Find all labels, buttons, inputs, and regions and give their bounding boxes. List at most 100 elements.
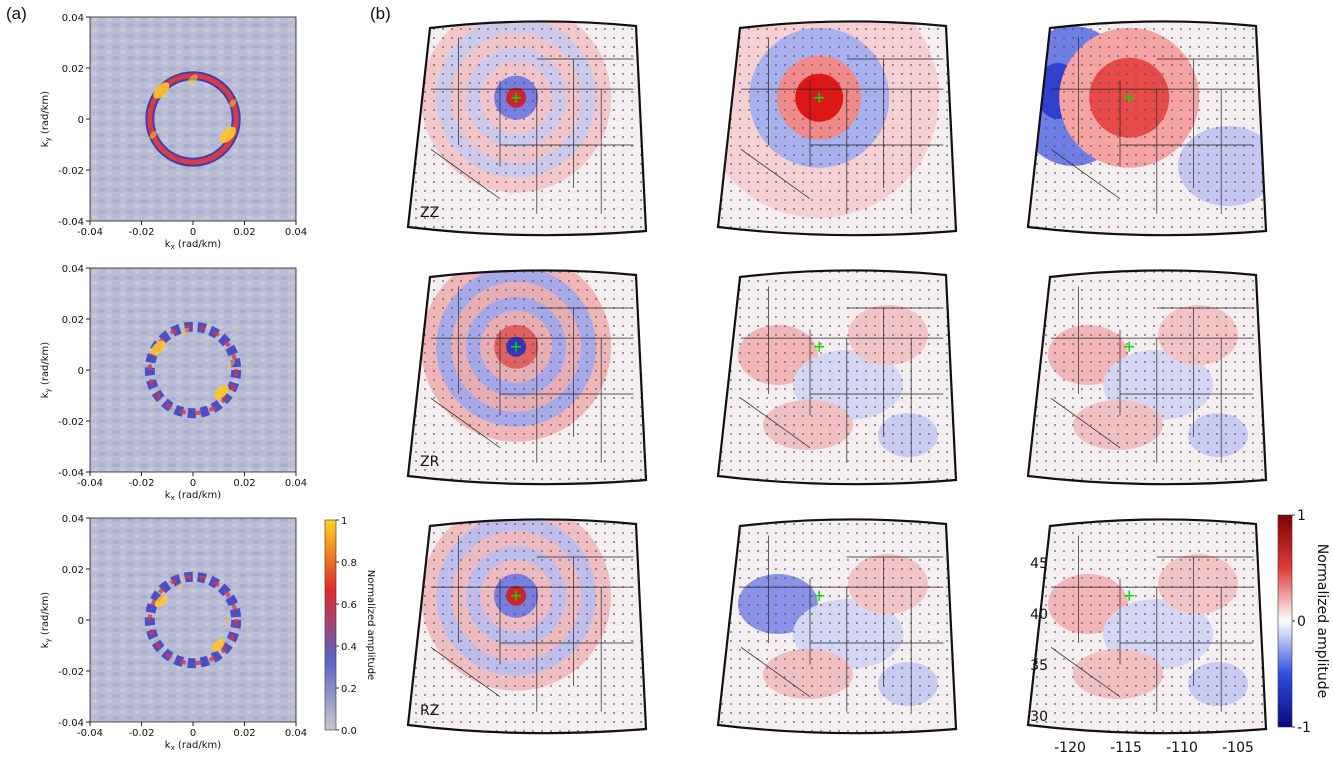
- state-border: [1050, 149, 1121, 200]
- y-tick-label: -0.02: [58, 667, 84, 678]
- y-tick-label: -0.04: [58, 718, 84, 729]
- map-panel-zz-2: [716, 20, 958, 237]
- colorbar-b-tick-label: 0: [1297, 614, 1306, 630]
- spectrum-peak: [219, 126, 236, 143]
- map-field: [408, 21, 646, 236]
- spectrum-peak: [228, 99, 237, 108]
- state-border: [1050, 398, 1121, 449]
- spectrum-texture: [90, 268, 296, 472]
- station-dots: [1028, 270, 1266, 485]
- station-dots: [408, 21, 646, 236]
- y-tick-label: -0.02: [58, 417, 84, 428]
- map-panel-rz-2: [716, 518, 958, 735]
- spectrum-ring: [147, 324, 239, 416]
- map-frame: [716, 518, 958, 735]
- spectrum-peak: [150, 340, 166, 356]
- map-frame: [1026, 20, 1268, 237]
- colorbar-a-tick-label: 0.6: [341, 600, 357, 611]
- x-tick-label: 0.04: [285, 227, 307, 238]
- station-dots: [408, 270, 646, 485]
- spectrum-panel-2: -0.04-0.04 -0.02 -0.02 0 0 0.02 0.02 0.04 0.04 kx…: [40, 264, 307, 502]
- spectrum-texture: [90, 17, 296, 221]
- y-tick-label: 0.02: [62, 565, 84, 576]
- colorbar-a-tick-label: 0.2: [341, 684, 357, 695]
- x-tick-label: 0: [190, 728, 196, 739]
- spectrum-peak: [214, 384, 229, 400]
- y-tick-label: 0: [78, 366, 84, 377]
- x-tick-label: 0.02: [233, 728, 255, 739]
- map-field: [408, 519, 646, 734]
- x-axis-label: kx (rad/km): [165, 740, 222, 752]
- colorbar-a-tick-label: 0.0: [341, 726, 357, 737]
- map-frame: [406, 269, 648, 486]
- state-border: [740, 149, 811, 200]
- map-field: [718, 270, 956, 485]
- row-label-zz: ZZ: [420, 205, 439, 221]
- longitude-label: -105: [1222, 740, 1254, 756]
- panel-b-letter: (b): [370, 4, 391, 23]
- y-axis-label: ky (rad/km): [40, 91, 52, 148]
- spectrum-peak: [226, 359, 236, 368]
- spectrum-peak: [181, 327, 190, 337]
- longitude-label: -110: [1166, 740, 1198, 756]
- colorbar-a-label: Normalized amplitude: [365, 570, 376, 680]
- y-tick-label: 0: [78, 616, 84, 627]
- spectrum-peak: [149, 130, 158, 139]
- spectrum-peak: [224, 616, 232, 624]
- y-tick-label: 0.04: [62, 514, 84, 525]
- map-frame: [1026, 269, 1268, 486]
- colorbar-b-tick-label: -1: [1297, 720, 1311, 736]
- x-tick-label: -0.04: [77, 728, 103, 739]
- x-axis-label: kx (rad/km): [165, 490, 222, 502]
- map-field: [408, 270, 646, 485]
- y-tick-label: -0.04: [58, 217, 84, 228]
- x-tick-label: -0.02: [129, 728, 155, 739]
- state-border: [1050, 647, 1121, 698]
- station-dots: [718, 21, 956, 236]
- latitude-label: 30: [1030, 709, 1048, 725]
- state-border: [740, 647, 811, 698]
- map-field: [1028, 21, 1266, 236]
- x-tick-label: 0.02: [233, 227, 255, 238]
- map-frame: [406, 518, 648, 735]
- spectrum-texture: [90, 518, 296, 722]
- colorbar-b: [1277, 514, 1293, 728]
- map-field: [718, 519, 956, 734]
- state-border: [740, 398, 811, 449]
- row-label-rz: RZ: [420, 703, 439, 719]
- spectrum-panel-3: -0.04-0.04 -0.02 -0.02 0 0 0.02 0.02 0.04 0.04 kx…: [40, 514, 307, 752]
- map-panel-rz-1: RZ: [406, 518, 648, 735]
- x-tick-label: -0.02: [129, 227, 155, 238]
- map-panel-zz-1: ZZ: [406, 20, 648, 237]
- y-axis-label: ky (rad/km): [40, 592, 52, 649]
- map-panel-rz-3: [1026, 518, 1268, 735]
- x-tick-label: -0.02: [129, 478, 155, 489]
- x-tick-label: 0.04: [285, 728, 307, 739]
- spectrum-peak: [153, 82, 170, 99]
- colorbar-a-tick-label: 0.4: [341, 642, 357, 653]
- x-tick-label: 0: [190, 227, 196, 238]
- y-tick-label: 0.04: [62, 264, 84, 275]
- station-dots: [408, 519, 646, 734]
- y-tick-label: -0.02: [58, 166, 84, 177]
- spectrum-peak: [177, 581, 184, 589]
- y-tick-label: 0.02: [62, 315, 84, 326]
- colorbar-b-tick-label: 1: [1297, 508, 1306, 524]
- latitude-label: 40: [1030, 607, 1048, 623]
- map-frame: [1026, 518, 1268, 735]
- colorbar-a-tick-label: 0.8: [341, 558, 357, 569]
- station-dots: [718, 519, 956, 734]
- map-panel-zz-3: [1026, 20, 1268, 237]
- x-tick-label: 0.04: [285, 478, 307, 489]
- colorbar-a: [324, 519, 337, 731]
- map-field: [1028, 519, 1266, 734]
- spectrum-ring: [147, 574, 239, 666]
- spectrum-peak: [154, 594, 168, 608]
- map-frame: [716, 269, 958, 486]
- longitude-label: -115: [1110, 740, 1142, 756]
- y-tick-label: 0: [78, 115, 84, 126]
- station-dots: [1028, 519, 1266, 734]
- colorbar-b-label: Normalized amplitude: [1314, 544, 1330, 699]
- map-panel-zr-1: ZR: [406, 269, 648, 486]
